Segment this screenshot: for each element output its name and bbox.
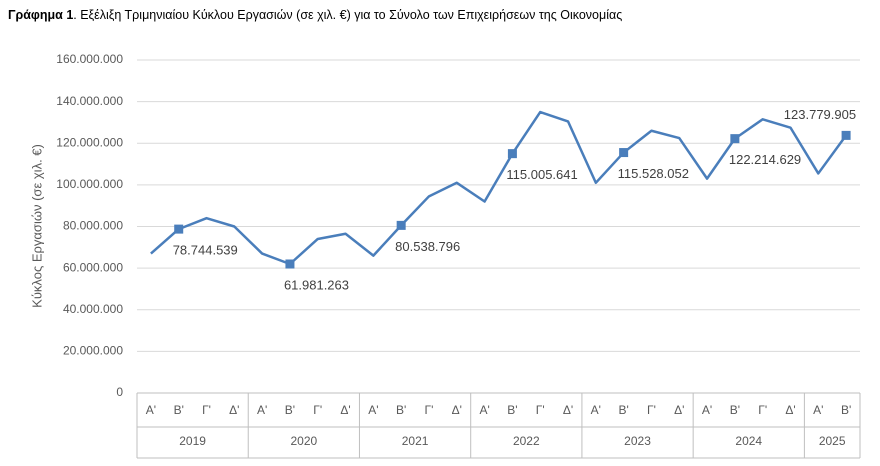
point-marker [396,220,406,230]
y-tick-label: 40.000.000 [63,302,123,316]
x-tick-label: Γ' [758,403,767,417]
x-tick-label: Δ' [340,403,350,417]
year-label: 2022 [513,434,540,448]
title-label: Γράφημα 1 [8,8,73,22]
x-tick-label: Δ' [452,403,462,417]
data-label: 78.744.539 [173,243,238,258]
x-tick-label: Α' [813,403,823,417]
chart-title: Γράφημα 1. Εξέλιξη Τριμηνιαίου Κύκλου Ερ… [8,8,622,22]
x-tick-label: Α' [702,403,712,417]
year-label: 2024 [735,434,762,448]
point-marker [507,149,517,159]
x-tick-label: Α' [257,403,267,417]
y-tick-label: 140.000.000 [56,94,123,108]
data-label: 61.981.263 [284,277,349,292]
data-label: 122.214.629 [729,152,801,167]
data-label: 115.005.641 [506,167,577,182]
x-tick-label: Β' [285,403,295,417]
y-axis-title: Κύκλος Εργασιών (σε χιλ. €) [29,144,44,308]
x-tick-label: Β' [618,403,628,417]
data-label: 80.538.796 [395,239,460,254]
x-tick-label: Β' [174,403,184,417]
x-tick-label: Α' [479,403,489,417]
point-marker [619,148,629,158]
x-tick-label: Δ' [563,403,573,417]
y-tick-label: 120.000.000 [56,135,123,149]
x-tick-label: Γ' [647,403,656,417]
x-tick-label: Γ' [313,403,322,417]
x-tick-label: Α' [146,403,156,417]
y-tick-label: 20.000.000 [63,344,123,358]
x-tick-label: Β' [507,403,517,417]
point-marker [730,134,740,144]
x-tick-label: Γ' [202,403,211,417]
x-tick-label: Α' [591,403,601,417]
year-label: 2021 [402,434,429,448]
point-marker [174,224,184,234]
year-label: 2020 [290,434,317,448]
series-line [150,110,848,266]
x-tick-label: Β' [396,403,406,417]
x-tick-label: Δ' [674,403,684,417]
x-tick-label: Δ' [229,403,239,417]
data-label: 115.528.052 [618,166,689,181]
x-tick-label: Β' [841,403,851,417]
year-label: 2025 [819,434,846,448]
x-tick-label: Γ' [536,403,545,417]
point-marker [841,130,851,140]
y-tick-label: 80.000.000 [63,219,123,233]
y-tick-label: 0 [116,385,123,399]
x-tick-label: Γ' [425,403,434,417]
point-marker [285,259,295,269]
year-label: 2023 [624,434,651,448]
x-tick-label: Α' [368,403,378,417]
y-tick-label: 100.000.000 [56,177,123,191]
year-label: 2019 [179,434,206,448]
y-tick-label: 60.000.000 [63,260,123,274]
x-tick-label: Δ' [785,403,795,417]
data-label: 123.779.905 [784,107,856,122]
x-tick-label: Β' [730,403,740,417]
title-text: . Εξέλιξη Τριμηνιαίου Κύκλου Εργασιών (σ… [73,8,622,22]
y-tick-label: 160.000.000 [56,52,123,66]
